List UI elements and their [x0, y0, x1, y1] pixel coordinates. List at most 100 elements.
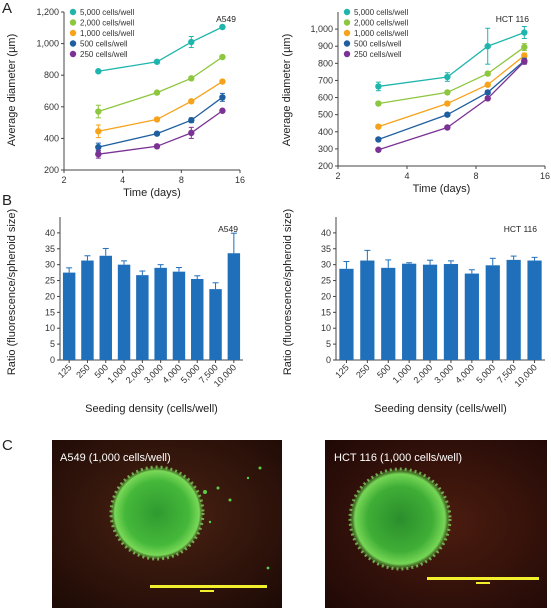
series-line [378, 55, 525, 128]
y-tick-label: 35 [45, 244, 55, 254]
y-tick-label: 15 [45, 307, 55, 317]
x-tick-label: 5,000 [474, 362, 497, 385]
y-tick-label: 20 [45, 291, 55, 301]
data-point [375, 100, 382, 107]
x-tick-label: 4 [404, 171, 409, 181]
scale-bar-label [476, 582, 490, 584]
legend-entry: 500 cells/well [80, 40, 128, 49]
line-chart-hct116: 200 300 400 500 600 700 800 900 1,000 2 4 8 16 Time (… [281, 8, 550, 195]
panel-letter-c: C [2, 437, 13, 454]
data-point [219, 23, 226, 31]
legend-entry: 5,000 cells/well [354, 8, 408, 17]
x-tick-label: 8 [179, 175, 184, 185]
x-tick-label: 1,000 [105, 362, 128, 385]
line-chart-a549: 200 400 600 800 1,000 1,200 2 4 8 16 Time (days) Av… [6, 7, 245, 199]
bar [172, 271, 186, 360]
bar [339, 268, 354, 360]
bar [422, 264, 438, 360]
y-tick-label: 30 [321, 260, 331, 270]
bar [136, 275, 149, 360]
x-axis-label: Seeding density (cells/well) [85, 403, 218, 415]
legend-entry: 250 cells/well [354, 50, 402, 59]
x-tick-label: 125 [56, 362, 74, 380]
x-tick-label: 5,000 [179, 362, 202, 385]
micrograph-a549: A549 (1,000 cells/well) [52, 440, 282, 608]
x-axis-label: Time (days) [413, 183, 471, 195]
data-point [219, 107, 226, 114]
legend-marker [69, 29, 77, 37]
x-tick-label: 2 [335, 171, 340, 181]
data-point [95, 143, 102, 151]
data-point [444, 73, 451, 81]
data-point [95, 128, 102, 135]
data-point [219, 78, 226, 85]
bar [62, 272, 76, 360]
micrograph-label-a549: A549 (1,000 cells/well) [60, 452, 171, 464]
data-point [153, 89, 161, 96]
series-line [378, 31, 525, 88]
data-point [219, 94, 226, 101]
bar [443, 264, 459, 360]
data-point [95, 108, 102, 115]
data-point [484, 70, 491, 77]
micrograph-hct116: HCT 116 (1,000 cells/well) [325, 440, 547, 608]
data-point [521, 58, 528, 65]
x-tick-label: 16 [540, 171, 550, 181]
bar-chart-hct116: 0 5 10 15 20 25 30 35 40 125 250 5001,0002,0003,000… [282, 209, 545, 415]
data-point [375, 146, 382, 153]
legend-marker [69, 8, 77, 16]
data-point [444, 124, 451, 131]
data-point [188, 38, 195, 46]
legend-entry: 5,000 cells/well [80, 8, 134, 17]
data-point [444, 111, 451, 118]
x-tick-label: 125 [333, 362, 351, 380]
data-point [484, 81, 491, 88]
x-tick-label: 4,000 [160, 362, 183, 385]
data-point [444, 100, 451, 107]
y-tick-label: 600 [44, 102, 59, 112]
y-tick-label: 10 [45, 323, 55, 333]
y-tick-label: 5 [50, 339, 55, 349]
x-axis-label: Seeding density (cells/well) [374, 403, 507, 415]
data-point [521, 29, 528, 36]
bar [99, 255, 112, 360]
legend-marker [343, 19, 351, 26]
cell-debris [203, 490, 207, 494]
y-tick-label: 30 [45, 260, 55, 270]
legend-marker [69, 50, 77, 58]
x-tick-label: 4 [120, 175, 125, 185]
series-line [378, 60, 525, 141]
data-point [219, 53, 226, 61]
x-tick-label: 2,000 [411, 362, 434, 385]
bar [527, 260, 542, 360]
legend-entry: 1,000 cells/well [354, 29, 408, 38]
x-tick-label: 2 [61, 175, 66, 185]
cell-line-label: A549 [216, 14, 236, 24]
y-tick-label: 900 [318, 41, 333, 51]
series-line [378, 61, 525, 151]
y-tick-label: 1,000 [36, 39, 59, 49]
legend-marker [343, 8, 351, 16]
y-axis-label: Average diameter (µm) [281, 34, 293, 147]
panel-letter-b: B [2, 192, 12, 209]
bar [209, 289, 222, 360]
scale-bar-label [200, 590, 214, 592]
legend-marker [69, 19, 77, 26]
series-line [378, 46, 525, 105]
bar [464, 273, 479, 360]
y-tick-label: 0 [50, 355, 55, 365]
data-point [188, 75, 195, 82]
x-tick-label: 8 [473, 171, 478, 181]
y-tick-label: 800 [44, 70, 59, 80]
x-tick-label: 250 [74, 362, 92, 380]
data-point [521, 52, 528, 59]
data-point [95, 151, 102, 158]
legend-marker [343, 40, 351, 47]
bar [381, 267, 396, 360]
x-tick-label: 250 [354, 362, 372, 380]
legend-marker [343, 29, 351, 37]
data-point [375, 83, 382, 90]
x-tick-label: 2,000 [124, 362, 147, 385]
y-tick-label: 40 [321, 228, 331, 238]
